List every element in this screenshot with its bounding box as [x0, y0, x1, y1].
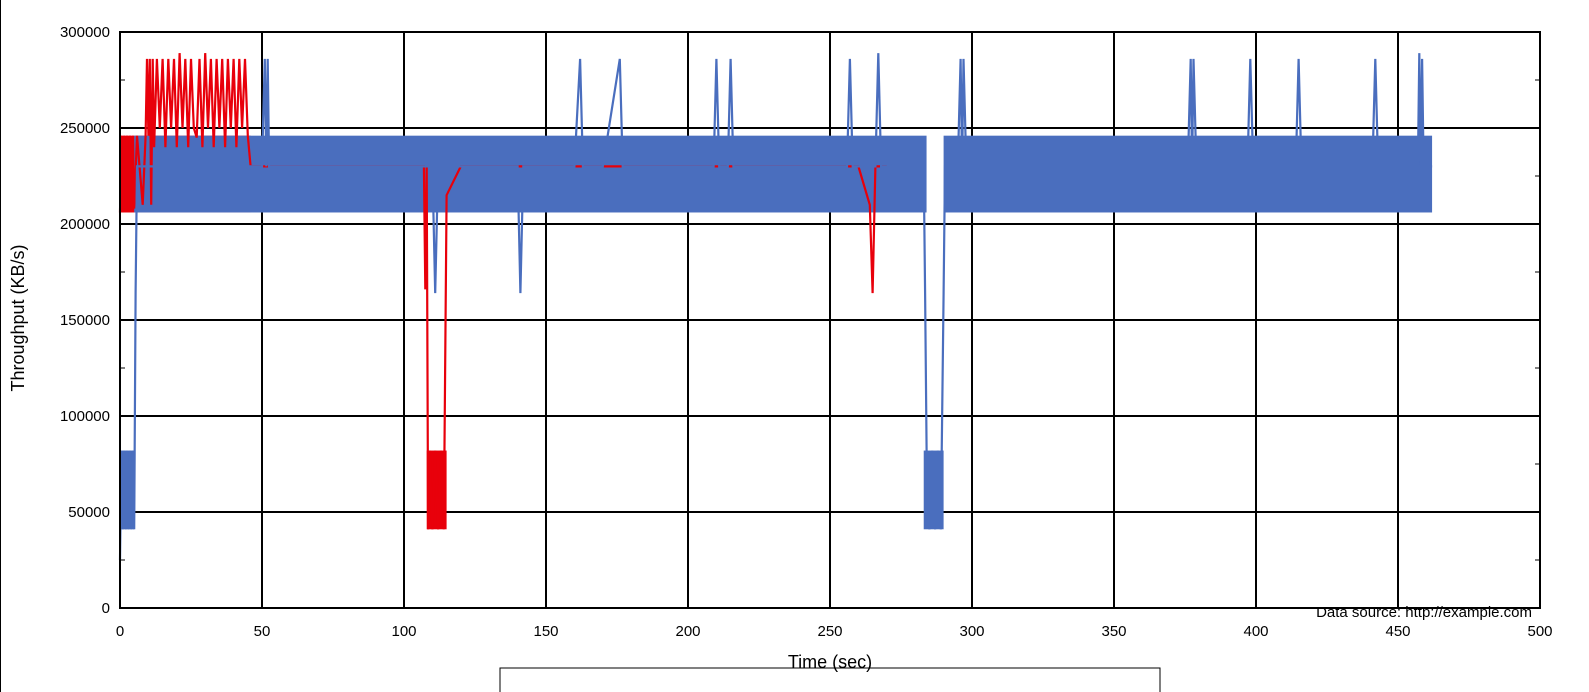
series-line	[118, 53, 1433, 561]
throughput-band	[134, 135, 927, 213]
x-tick-label: 300	[959, 623, 984, 640]
x-tick-label: 100	[391, 623, 416, 640]
y-tick-label: 200000	[60, 216, 110, 233]
x-tick-label: 50	[254, 623, 271, 640]
x-axis-label: Time (sec)	[788, 652, 872, 672]
x-tick-label: 450	[1385, 623, 1410, 640]
x-tick-label: 500	[1527, 623, 1552, 640]
grid-lines	[119, 31, 1541, 609]
y-tick-label: 50000	[68, 504, 110, 521]
throughput-bands	[120, 135, 1433, 530]
legend-box	[499, 667, 1161, 692]
x-tick-label: 250	[817, 623, 842, 640]
y-tick-label: 300000	[60, 24, 110, 41]
source-note: Data source: http://example.com	[1316, 604, 1532, 621]
y-tick-label: 250000	[60, 120, 110, 137]
x-tick-label: 400	[1243, 623, 1268, 640]
y-tick-labels: 0 50000 100000 150000 200000 250000 300000	[60, 24, 110, 617]
y-tick-label: 150000	[60, 312, 110, 329]
x-tick-labels: 0 50 100 150 200 250 300 350 400 450 500	[116, 623, 1553, 640]
y-tick-label: 100000	[60, 408, 110, 425]
series-line	[118, 53, 887, 530]
x-tick-label: 200	[675, 623, 700, 640]
y-axis-label: Throughput (KB/s)	[8, 244, 28, 391]
y-tick-label: 0	[102, 600, 110, 617]
x-tick-label: 150	[533, 623, 558, 640]
series-lines	[118, 53, 1433, 561]
plot-frame	[119, 31, 1541, 609]
x-tick-label: 0	[116, 623, 124, 640]
x-tick-label: 350	[1101, 623, 1126, 640]
plot-border	[119, 31, 1541, 609]
